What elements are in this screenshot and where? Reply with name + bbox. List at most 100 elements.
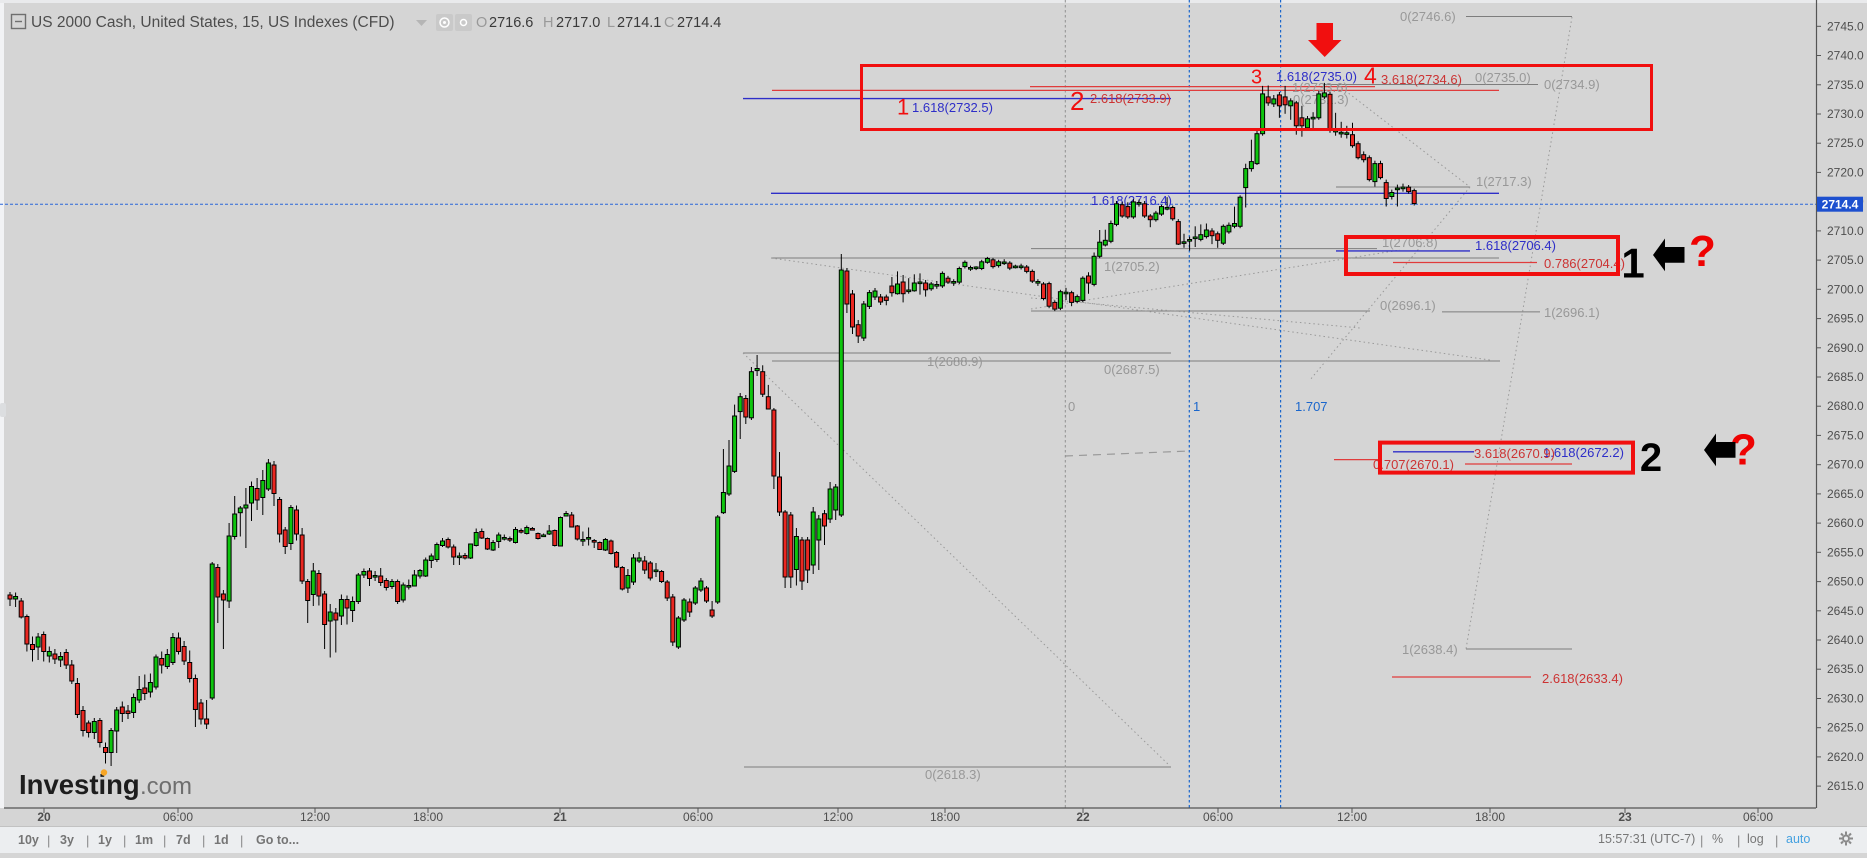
- svg-text:1: 1: [1621, 240, 1644, 287]
- svg-text:2.618(2633.4): 2.618(2633.4): [1542, 671, 1623, 686]
- svg-text:06:00: 06:00: [1743, 810, 1773, 824]
- svg-text:0(2618.3): 0(2618.3): [925, 767, 981, 782]
- svg-text:%: %: [1712, 832, 1723, 846]
- svg-text:|: |: [1775, 833, 1778, 848]
- svg-text:1y: 1y: [98, 833, 112, 847]
- svg-text:|: |: [1700, 833, 1703, 848]
- svg-text:10y: 10y: [18, 833, 39, 847]
- svg-text:2630.0: 2630.0: [1827, 692, 1864, 706]
- svg-text:2740.0: 2740.0: [1827, 49, 1864, 63]
- svg-text:2: 2: [1070, 86, 1084, 116]
- svg-text:2680.0: 2680.0: [1827, 399, 1864, 413]
- svg-text:3: 3: [1251, 67, 1262, 89]
- svg-text:2670.0: 2670.0: [1827, 458, 1864, 472]
- svg-text:22: 22: [1076, 810, 1090, 824]
- svg-text:2714.4: 2714.4: [1822, 198, 1859, 212]
- svg-text:|: |: [202, 833, 205, 848]
- svg-text:4: 4: [1364, 63, 1377, 89]
- svg-text:2665.0: 2665.0: [1827, 487, 1864, 501]
- svg-text:15:57:31 (UTC-7): 15:57:31 (UTC-7): [1598, 832, 1695, 846]
- svg-text:.com: .com: [140, 773, 192, 800]
- svg-text:18:00: 18:00: [413, 810, 443, 824]
- svg-text:7d: 7d: [176, 833, 191, 847]
- svg-text:0(2734.9): 0(2734.9): [1544, 77, 1600, 92]
- svg-text:20: 20: [37, 810, 51, 824]
- svg-text:1.618(2716.4): 1.618(2716.4): [1091, 193, 1172, 208]
- svg-text:2690.0: 2690.0: [1827, 341, 1864, 355]
- svg-text:0(2746.6): 0(2746.6): [1400, 9, 1456, 24]
- svg-text:18:00: 18:00: [1475, 810, 1505, 824]
- svg-text:1.618(2672.2): 1.618(2672.2): [1543, 445, 1624, 460]
- svg-text:2725.0: 2725.0: [1827, 136, 1864, 150]
- svg-text:H: H: [543, 15, 553, 31]
- svg-text:2685.0: 2685.0: [1827, 370, 1864, 384]
- svg-text:21: 21: [553, 810, 567, 824]
- svg-text:C: C: [664, 15, 674, 31]
- svg-text:23: 23: [1618, 810, 1632, 824]
- svg-text:2625.0: 2625.0: [1827, 721, 1864, 735]
- svg-text:2716.6: 2716.6: [489, 15, 533, 31]
- svg-text:2650.0: 2650.0: [1827, 575, 1864, 589]
- svg-text:0(2735.0): 0(2735.0): [1475, 70, 1531, 85]
- svg-text:2.618(2733.9): 2.618(2733.9): [1090, 91, 1171, 106]
- svg-text:0.707(2670.1): 0.707(2670.1): [1373, 457, 1454, 472]
- svg-text:3.618(2734.6): 3.618(2734.6): [1381, 72, 1462, 87]
- svg-text:2655.0: 2655.0: [1827, 545, 1864, 559]
- svg-text:2745.0: 2745.0: [1827, 19, 1864, 33]
- svg-text:2705.0: 2705.0: [1827, 253, 1864, 267]
- svg-text:0(2687.5): 0(2687.5): [1104, 362, 1160, 377]
- svg-text:2730.0: 2730.0: [1827, 107, 1864, 121]
- svg-text:2714.4: 2714.4: [677, 15, 721, 31]
- svg-text:1m: 1m: [135, 833, 153, 847]
- svg-text:1(2688.9): 1(2688.9): [927, 354, 983, 369]
- svg-text:O: O: [476, 15, 487, 31]
- svg-text:2717.0: 2717.0: [556, 15, 600, 31]
- svg-text:06:00: 06:00: [683, 810, 713, 824]
- svg-text:2735.0: 2735.0: [1827, 78, 1864, 92]
- svg-text:3y: 3y: [60, 833, 74, 847]
- svg-text:1(2696.1): 1(2696.1): [1544, 305, 1600, 320]
- svg-text:12:00: 12:00: [823, 810, 853, 824]
- svg-text:log: log: [1747, 832, 1764, 846]
- svg-text:0(2696.1): 0(2696.1): [1380, 298, 1436, 313]
- svg-text:2640.0: 2640.0: [1827, 633, 1864, 647]
- svg-text:2710.0: 2710.0: [1827, 224, 1864, 238]
- svg-text:|: |: [86, 833, 89, 848]
- svg-text:1: 1: [897, 95, 909, 120]
- svg-text:1: 1: [1193, 399, 1200, 414]
- svg-text:|: |: [163, 833, 166, 848]
- svg-text:1(2717.3): 1(2717.3): [1476, 174, 1532, 189]
- svg-text:2714.1: 2714.1: [617, 15, 661, 31]
- svg-text:2720.0: 2720.0: [1827, 165, 1864, 179]
- svg-text:12:00: 12:00: [1337, 810, 1367, 824]
- svg-text:0: 0: [1068, 399, 1075, 414]
- svg-text:1(2705.2): 1(2705.2): [1104, 259, 1160, 274]
- svg-text:2620.0: 2620.0: [1827, 750, 1864, 764]
- svg-text:1(2638.4): 1(2638.4): [1402, 642, 1458, 657]
- svg-text:1.618(2706.4): 1.618(2706.4): [1475, 238, 1556, 253]
- svg-text:|: |: [47, 833, 50, 848]
- svg-text:1(2733.6): 1(2733.6): [1292, 80, 1348, 95]
- svg-text:|: |: [123, 833, 126, 848]
- svg-text:L: L: [607, 15, 615, 31]
- svg-text:?: ?: [1689, 227, 1716, 276]
- svg-text:|: |: [1737, 833, 1740, 848]
- svg-text:0.786(2704.4): 0.786(2704.4): [1544, 256, 1625, 271]
- svg-text:auto: auto: [1786, 832, 1810, 846]
- svg-text:1d: 1d: [214, 833, 229, 847]
- svg-text:06:00: 06:00: [163, 810, 193, 824]
- svg-text:3.618(2670.9): 3.618(2670.9): [1474, 446, 1555, 461]
- svg-text:Investing: Investing: [19, 769, 140, 800]
- svg-text:12:00: 12:00: [300, 810, 330, 824]
- svg-text:2: 2: [1640, 436, 1662, 480]
- svg-text:US 2000 Cash, United States, 1: US 2000 Cash, United States, 15, US Inde…: [31, 14, 395, 31]
- svg-text:Go to...: Go to...: [256, 833, 299, 847]
- svg-text:2645.0: 2645.0: [1827, 604, 1864, 618]
- svg-text:18:00: 18:00: [930, 810, 960, 824]
- svg-text:1.707: 1.707: [1295, 399, 1328, 414]
- svg-text:06:00: 06:00: [1203, 810, 1233, 824]
- svg-text:2635.0: 2635.0: [1827, 662, 1864, 676]
- svg-text:2675.0: 2675.0: [1827, 428, 1864, 442]
- svg-text:1.618(2732.5): 1.618(2732.5): [912, 100, 993, 115]
- svg-text:2615.0: 2615.0: [1827, 779, 1864, 793]
